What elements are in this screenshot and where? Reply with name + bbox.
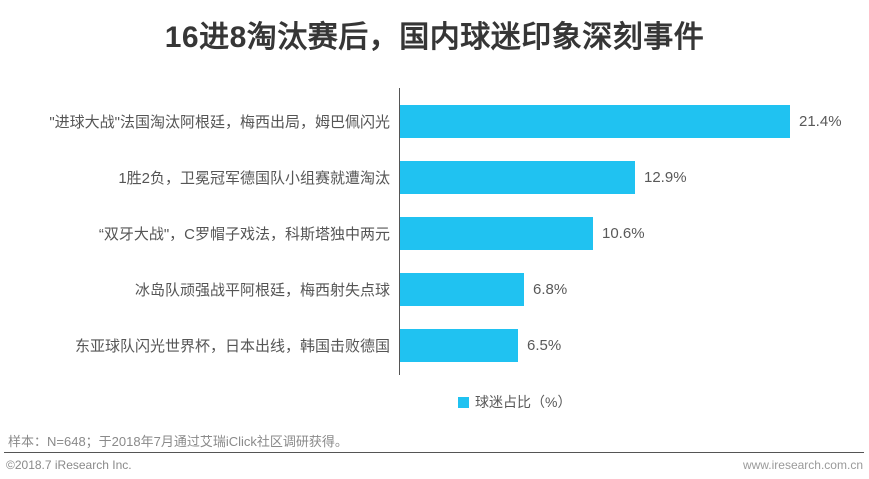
- copyright-text: ©2018.7 iResearch Inc.: [6, 458, 132, 472]
- bar: [400, 328, 518, 362]
- website-link[interactable]: www.iresearch.com.cn: [742, 458, 863, 472]
- bar: [400, 216, 593, 250]
- value-label: 10.6%: [602, 224, 645, 242]
- y-axis-line: [399, 88, 400, 375]
- bar-track: 10.6%: [399, 216, 869, 250]
- value-label: 21.4%: [799, 112, 842, 130]
- value-label: 6.8%: [533, 280, 568, 298]
- category-label: 东亚球队闪光世界杯，日本出线，韩国击败德国: [74, 337, 390, 355]
- footer-divider: [4, 452, 864, 453]
- page-title: 16进8淘汰赛后，国内球迷印象深刻事件: [164, 21, 705, 54]
- category-label: "进球大战"法国淘汰阿根廷，梅西出局，姆巴佩闪光: [49, 113, 390, 131]
- bar-row: “双牙大战"，C罗帽子戏法，科斯塔独中两元 10.6%: [0, 205, 869, 261]
- bar-track: 6.5%: [399, 328, 869, 362]
- bar-chart: "进球大战"法国淘汰阿根廷，梅西出局，姆巴佩闪光 21.4% 1胜2负，卫冕冠军…: [0, 88, 869, 375]
- value-label: 6.5%: [527, 336, 562, 354]
- bar: [400, 272, 524, 306]
- category-label: 冰岛队顽强战平阿根廷，梅西射失点球: [134, 281, 390, 299]
- bar: [400, 104, 790, 138]
- bar: [400, 160, 635, 194]
- legend-label: 球迷占比（%）: [475, 394, 572, 410]
- bar-row: 1胜2负，卫冕冠军德国队小组赛就遭淘汰 12.9%: [0, 149, 869, 205]
- category-label: 1胜2负，卫冕冠军德国队小组赛就遭淘汰: [118, 169, 390, 187]
- legend-color-swatch-icon: [458, 396, 469, 408]
- bar-track: 6.8%: [399, 272, 869, 306]
- bar-row: 冰岛队顽强战平阿根廷，梅西射失点球 6.8%: [0, 261, 869, 317]
- category-label: “双牙大战"，C罗帽子戏法，科斯塔独中两元: [98, 225, 390, 243]
- sample-footnote: 样本：N=648；于2018年7月通过艾瑞iClick社区调研获得。: [8, 434, 348, 449]
- bar-track: 12.9%: [399, 160, 869, 194]
- value-label: 12.9%: [644, 168, 687, 186]
- bar-row: 东亚球队闪光世界杯，日本出线，韩国击败德国 6.5%: [0, 317, 869, 373]
- bar-row: "进球大战"法国淘汰阿根廷，梅西出局，姆巴佩闪光 21.4%: [0, 93, 869, 149]
- chart-legend: 球迷占比（%）: [458, 392, 571, 412]
- bar-track: 21.4%: [399, 104, 869, 138]
